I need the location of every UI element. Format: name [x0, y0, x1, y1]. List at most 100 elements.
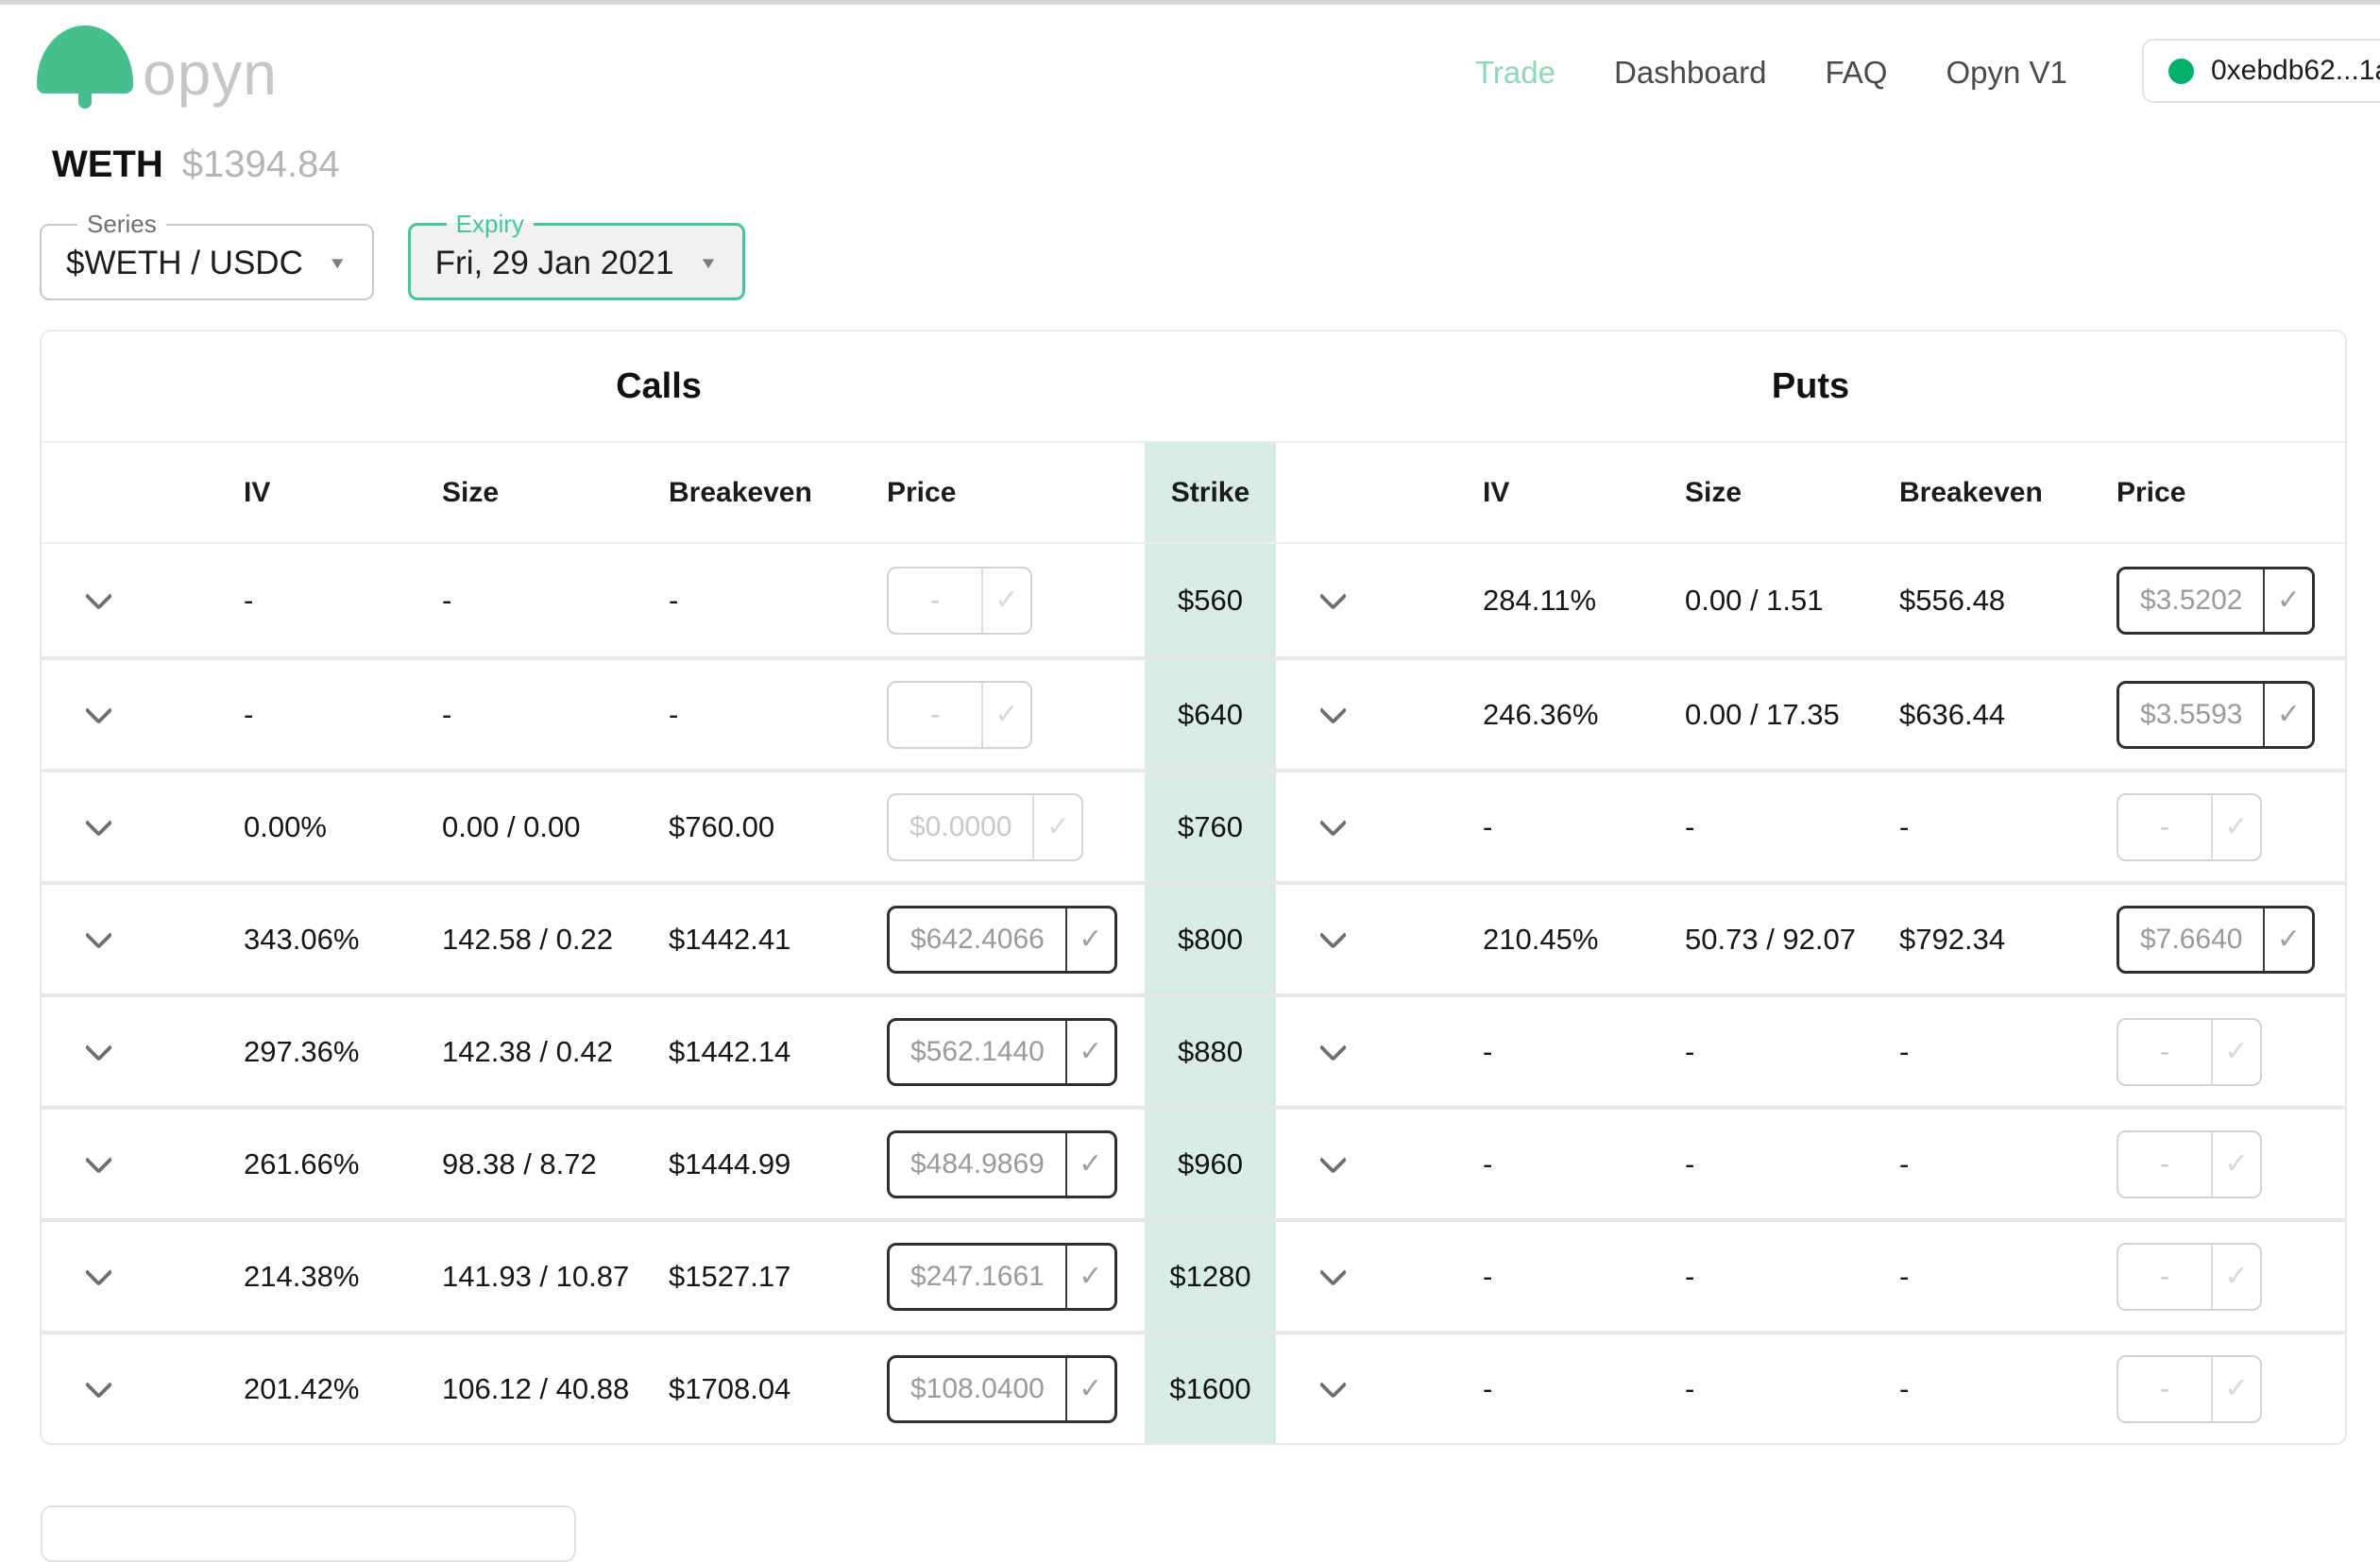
put-expand-row-button[interactable]	[1304, 691, 1361, 739]
call-expand-row-button[interactable]	[70, 577, 127, 624]
put-price-value[interactable]: $3.5593	[2140, 698, 2243, 730]
put-expand-row-button[interactable]	[1304, 1028, 1361, 1076]
put-price-cell: - ✓	[2116, 792, 2345, 861]
option-row: - - - - ✓ $640 246.36% 0.00 / 17.35 $636.44 $3.55…	[42, 656, 2345, 769]
calls-breakeven-header: Breakeven	[669, 476, 812, 508]
put-expand-row-button[interactable]	[1304, 916, 1361, 963]
put-price-value[interactable]: -	[2160, 810, 2169, 842]
put-expand-row-button[interactable]	[1304, 1366, 1361, 1413]
strike-cell: $560	[1145, 544, 1276, 656]
series-select[interactable]: Series $WETH / USDC ▼	[40, 210, 374, 300]
put-size-value: -	[1685, 1146, 1695, 1180]
call-expand-row-button[interactable]	[70, 804, 127, 851]
put-price-cell: - ✓	[2116, 1354, 2345, 1423]
call-price-value[interactable]: $484.9869	[910, 1147, 1045, 1180]
call-expand-row-button[interactable]	[70, 691, 127, 739]
nav-link-dashboard[interactable]: Dashboard	[1613, 55, 1767, 90]
confirm-check-icon[interactable]: ✓	[1064, 908, 1114, 971]
call-price-input[interactable]: $247.1661 ✓	[887, 1242, 1117, 1311]
call-expand-row-button[interactable]	[70, 1366, 127, 1413]
call-price-input[interactable]: $562.1440 ✓	[887, 1017, 1117, 1086]
put-expand-cell	[1276, 916, 1389, 963]
call-price-cell: $562.1440 ✓	[887, 1017, 1145, 1086]
put-price-input[interactable]: $3.5202 ✓	[2116, 566, 2316, 635]
wallet-address-button[interactable]: 0xebdb62...1a	[2142, 39, 2380, 103]
put-iv: -	[1389, 1260, 1681, 1294]
put-expand-row-button[interactable]	[1304, 577, 1361, 624]
strike-cell: $1280	[1145, 1222, 1276, 1331]
put-price-input[interactable]: - ✓	[2116, 1017, 2262, 1086]
call-price-value[interactable]: $0.0000	[910, 810, 1012, 842]
nav-link-opyn-v1[interactable]: Opyn V1	[1946, 55, 2067, 90]
put-price-input[interactable]: - ✓	[2116, 1242, 2262, 1311]
call-expand-row-button[interactable]	[70, 916, 127, 963]
confirm-check-icon[interactable]: ✓	[2263, 569, 2312, 632]
call-price-input[interactable]: - ✓	[887, 566, 1032, 635]
put-expand-row-button[interactable]	[1304, 1253, 1361, 1300]
call-price-input[interactable]: $0.0000 ✓	[887, 792, 1084, 861]
confirm-check-icon[interactable]: ✓	[1064, 1357, 1114, 1420]
put-price-cell: - ✓	[2116, 1017, 2345, 1086]
nav-link-faq[interactable]: FAQ	[1825, 55, 1888, 90]
call-breakeven: $760.00	[665, 810, 887, 844]
call-expand-row-button[interactable]	[70, 1253, 127, 1300]
expiry-select[interactable]: Expiry Fri, 29 Jan 2021 ▼	[407, 210, 746, 300]
chevron-down-icon	[1318, 1370, 1347, 1400]
calls-title: Calls	[616, 365, 702, 406]
call-price-input[interactable]: $108.0400 ✓	[887, 1354, 1117, 1423]
put-price-value[interactable]: $7.6640	[2140, 923, 2243, 955]
call-price-input[interactable]: $484.9869 ✓	[887, 1129, 1117, 1198]
call-size: 106.12 / 40.88	[438, 1372, 665, 1406]
call-price-value[interactable]: $562.1440	[910, 1035, 1045, 1067]
chevron-down-icon	[1318, 696, 1347, 725]
put-price-input[interactable]: $7.6640 ✓	[2116, 905, 2316, 974]
confirm-check-icon[interactable]: ✓	[2263, 908, 2312, 971]
put-expand-row-button[interactable]	[1304, 804, 1361, 851]
call-price-value[interactable]: -	[930, 584, 940, 616]
confirm-check-icon[interactable]: ✓	[2263, 683, 2312, 746]
call-price-value[interactable]: $642.4066	[910, 923, 1045, 955]
call-price-value[interactable]: $108.0400	[910, 1372, 1045, 1404]
confirm-check-icon[interactable]: ✓	[981, 682, 1030, 747]
call-expand-row-button[interactable]	[70, 1141, 127, 1188]
put-breakeven-value: -	[1899, 1259, 1910, 1293]
opyn-logo[interactable]: opyn	[37, 23, 278, 110]
put-price-value[interactable]: -	[2160, 1260, 2169, 1292]
call-price-value[interactable]: -	[930, 698, 940, 730]
put-expand-row-button[interactable]	[1304, 1141, 1361, 1188]
put-price-value[interactable]: -	[2160, 1035, 2169, 1067]
call-price-cell: $108.0400 ✓	[887, 1354, 1145, 1423]
put-price-input[interactable]: - ✓	[2116, 792, 2262, 861]
confirm-check-icon[interactable]: ✓	[1064, 1020, 1114, 1083]
confirm-check-icon[interactable]: ✓	[2211, 1019, 2260, 1084]
put-price-value[interactable]: -	[2160, 1372, 2169, 1404]
confirm-check-icon[interactable]: ✓	[1032, 794, 1081, 859]
put-price-input[interactable]: - ✓	[2116, 1129, 2262, 1198]
call-price-input[interactable]: $642.4066 ✓	[887, 905, 1117, 974]
chevron-down-icon	[84, 1033, 112, 1062]
put-breakeven-value: $792.34	[1899, 922, 2006, 956]
confirm-check-icon[interactable]: ✓	[2211, 794, 2260, 859]
nav-link-trade[interactable]: Trade	[1475, 55, 1556, 90]
call-expand-row-button[interactable]	[70, 1028, 127, 1076]
confirm-check-icon[interactable]: ✓	[981, 568, 1030, 633]
call-size: -	[438, 698, 665, 732]
call-price-value[interactable]: $247.1661	[910, 1260, 1045, 1292]
put-price-value[interactable]: -	[2160, 1147, 2169, 1180]
put-size-value: -	[1685, 1034, 1695, 1068]
put-breakeven: -	[1896, 1035, 2116, 1069]
put-price-input[interactable]: $3.5593 ✓	[2116, 680, 2316, 749]
confirm-check-icon[interactable]: ✓	[1064, 1132, 1114, 1196]
put-price-value[interactable]: $3.5202	[2140, 584, 2243, 616]
confirm-check-icon[interactable]: ✓	[2211, 1356, 2260, 1421]
confirm-check-icon[interactable]: ✓	[2211, 1244, 2260, 1309]
put-size-value: 0.00 / 17.35	[1685, 697, 1840, 731]
put-price-input[interactable]: - ✓	[2116, 1354, 2262, 1423]
strike-cell: $800	[1145, 885, 1276, 993]
strike-cell: $760	[1145, 773, 1276, 881]
call-price-input[interactable]: - ✓	[887, 680, 1032, 749]
put-breakeven: -	[1896, 810, 2116, 844]
confirm-check-icon[interactable]: ✓	[1064, 1245, 1114, 1308]
confirm-check-icon[interactable]: ✓	[2211, 1131, 2260, 1197]
call-iv: 0.00%	[155, 810, 438, 844]
